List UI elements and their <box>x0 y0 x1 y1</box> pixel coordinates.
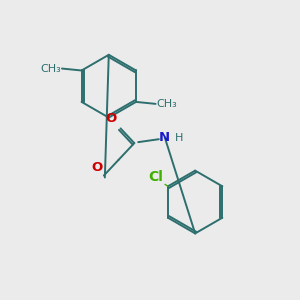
Text: CH₃: CH₃ <box>157 99 177 109</box>
Text: H: H <box>175 133 183 143</box>
Text: O: O <box>92 160 103 174</box>
Text: N: N <box>159 131 170 144</box>
Text: Cl: Cl <box>148 170 163 184</box>
Text: CH₃: CH₃ <box>40 64 61 74</box>
Text: O: O <box>105 112 117 125</box>
